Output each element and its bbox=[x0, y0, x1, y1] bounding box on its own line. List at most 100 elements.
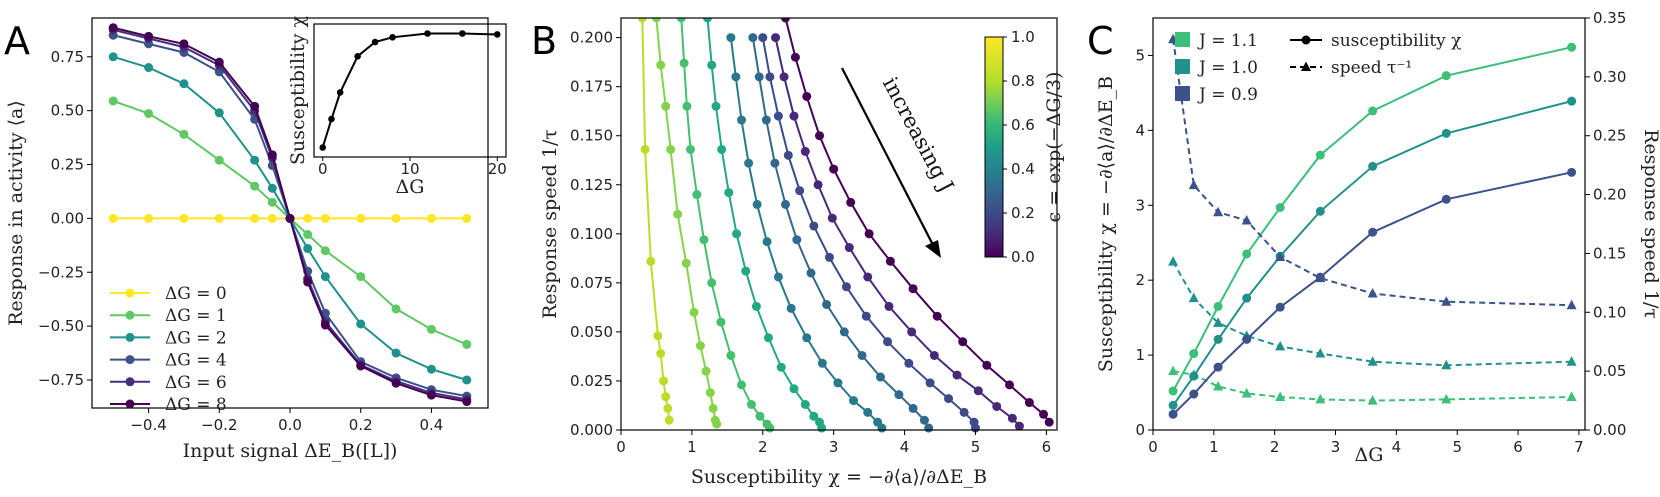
x-tick-label: 6 bbox=[1042, 438, 1052, 456]
colorbar-tick-label: 0.8 bbox=[1011, 72, 1035, 90]
data-point bbox=[746, 399, 756, 409]
data-point bbox=[144, 108, 154, 118]
data-point bbox=[676, 18, 686, 23]
data-point bbox=[925, 378, 935, 388]
y-tick-label: 0.025 bbox=[570, 372, 613, 390]
susceptibility-point bbox=[1189, 349, 1199, 359]
data-point bbox=[267, 213, 277, 223]
susceptibility-point bbox=[1441, 194, 1451, 204]
data-point bbox=[108, 23, 118, 33]
data-point bbox=[144, 213, 154, 223]
data-point bbox=[771, 33, 781, 43]
data-point bbox=[762, 237, 772, 247]
y-tick-label-right: 0.00 bbox=[1593, 421, 1626, 439]
data-point bbox=[857, 350, 867, 360]
data-point bbox=[884, 301, 894, 311]
legend-swatch bbox=[1175, 59, 1190, 74]
data-point bbox=[765, 423, 775, 433]
data-point bbox=[792, 235, 802, 245]
y-tick-label-right: 0.30 bbox=[1593, 68, 1626, 86]
data-point bbox=[932, 311, 942, 321]
x-tick-label: 0.4 bbox=[419, 416, 443, 434]
data-point bbox=[806, 268, 816, 278]
data-point bbox=[320, 320, 330, 330]
x-tick-label: 4 bbox=[900, 438, 910, 456]
data-point bbox=[883, 337, 893, 347]
speed-point bbox=[1241, 214, 1252, 225]
susceptibility-point bbox=[1368, 227, 1378, 237]
susceptibility-point bbox=[1213, 301, 1223, 311]
speed-point bbox=[1188, 179, 1199, 190]
data-point bbox=[695, 341, 705, 351]
colorbar-tick-label: 0.4 bbox=[1011, 160, 1035, 178]
inset-point bbox=[328, 115, 335, 123]
data-point bbox=[179, 213, 189, 223]
y-tick-label-right: 0.20 bbox=[1593, 186, 1626, 204]
data-point bbox=[250, 101, 260, 111]
y-tick-label-right: 0.15 bbox=[1593, 244, 1626, 262]
legend-marker bbox=[125, 288, 135, 298]
inset-point bbox=[319, 144, 327, 151]
series-line bbox=[655, 18, 718, 425]
y-tick-label-right: 0.10 bbox=[1593, 303, 1626, 321]
data-point bbox=[929, 350, 939, 360]
data-point bbox=[744, 158, 754, 168]
x-tick-label: 2 bbox=[758, 438, 768, 456]
y-tick-label: −0.50 bbox=[38, 317, 84, 335]
data-point bbox=[707, 278, 717, 288]
susceptibility-point bbox=[1213, 362, 1223, 372]
susceptibility-point bbox=[1315, 272, 1325, 282]
speed-point bbox=[1367, 356, 1378, 366]
data-point bbox=[666, 144, 676, 154]
legend-label: ΔG = 4 bbox=[165, 351, 227, 371]
y-tick-label: 0.000 bbox=[570, 421, 613, 439]
susceptibility-point bbox=[1168, 386, 1178, 396]
data-point bbox=[846, 197, 856, 207]
data-point bbox=[924, 423, 934, 433]
data-point bbox=[250, 213, 260, 223]
data-point bbox=[679, 58, 689, 68]
x-axis-label: Input signal ΔE_B([L]) bbox=[183, 440, 398, 462]
x-tick-label: 0 bbox=[616, 438, 626, 456]
data-point bbox=[692, 190, 702, 200]
inset-x-label: ΔG bbox=[396, 176, 425, 198]
data-point bbox=[844, 243, 854, 253]
data-point bbox=[907, 327, 917, 337]
legend-label: ΔG = 1 bbox=[165, 306, 227, 326]
data-point bbox=[391, 378, 401, 388]
legend-triangle-marker bbox=[1301, 61, 1311, 71]
data-point bbox=[356, 361, 366, 371]
data-point bbox=[958, 337, 968, 347]
susceptibility-point bbox=[1275, 302, 1285, 312]
speed-point bbox=[1315, 347, 1326, 358]
data-point bbox=[681, 258, 691, 268]
speed-point bbox=[1188, 292, 1199, 303]
data-point bbox=[214, 213, 224, 223]
data-point bbox=[426, 213, 436, 223]
data-point bbox=[779, 72, 789, 82]
data-point bbox=[748, 33, 758, 43]
data-point bbox=[770, 158, 780, 168]
y-tick-label: 0.075 bbox=[570, 274, 613, 292]
data-point bbox=[726, 33, 736, 43]
susceptibility-point bbox=[1213, 334, 1223, 344]
speed-point bbox=[1213, 317, 1224, 327]
data-point bbox=[776, 362, 786, 372]
series-line bbox=[774, 37, 1021, 427]
y-tick-label-left: 1 bbox=[1135, 346, 1145, 364]
data-point bbox=[841, 282, 851, 292]
data-point bbox=[863, 407, 873, 417]
data-point bbox=[462, 339, 472, 349]
data-point bbox=[741, 266, 751, 276]
x-tick-label: 1 bbox=[687, 438, 697, 456]
data-point bbox=[356, 213, 366, 223]
speed-line bbox=[1172, 261, 1572, 367]
x-tick-label: 4 bbox=[1392, 438, 1402, 456]
x-tick-label: 1 bbox=[1209, 438, 1219, 456]
data-point bbox=[773, 272, 783, 282]
data-point bbox=[761, 115, 771, 125]
x-tick-label: 6 bbox=[1513, 438, 1523, 456]
x-tick-label: −0.2 bbox=[201, 416, 237, 434]
data-point bbox=[758, 33, 768, 43]
panel-b-plot-area bbox=[637, 18, 1054, 433]
